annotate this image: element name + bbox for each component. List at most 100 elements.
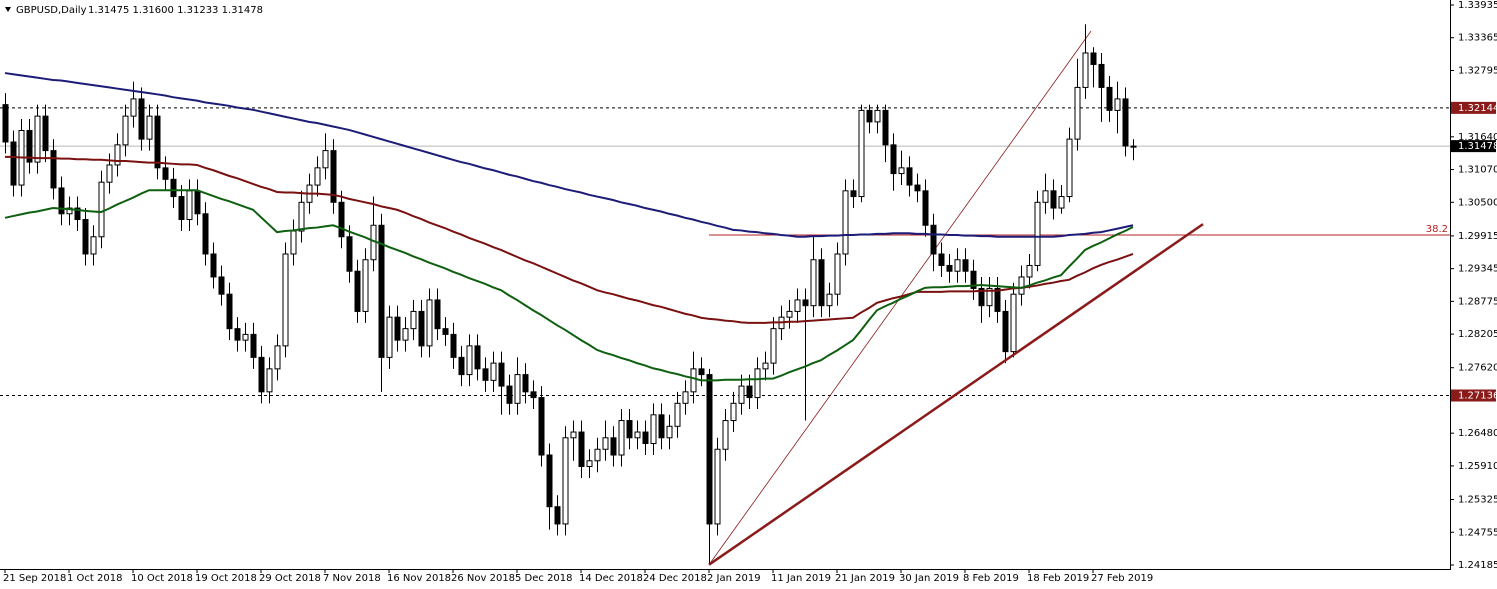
candle-body [802, 299, 809, 307]
y-tick-label: 1.33935 [1458, 0, 1497, 11]
candle-body [282, 253, 289, 347]
quote: 1.31475 1.31600 1.31233 1.31478 [88, 5, 263, 16]
candle-body [202, 213, 209, 255]
candle-body [882, 109, 889, 146]
candle-body [258, 356, 265, 393]
candle-body [330, 150, 337, 203]
candle-body [898, 167, 905, 175]
candle-body [586, 460, 593, 467]
y-tick-label: 1.25910 [1458, 461, 1497, 472]
candle-body [1058, 196, 1065, 209]
x-tick-label: 21 Sep 2018 [3, 573, 66, 584]
x-tick-label: 21 Jan 2019 [835, 573, 895, 584]
candle-body [842, 190, 849, 255]
candle-body [690, 368, 697, 393]
candle-body [50, 150, 57, 189]
y-tick-label: 1.29345 [1458, 264, 1497, 275]
candle-body [730, 402, 737, 422]
x-tick-label: 27 Feb 2019 [1091, 573, 1153, 584]
y-tick-label: 1.28775 [1458, 296, 1497, 307]
candle-body [482, 368, 489, 381]
x-tick-label: 30 Jan 2019 [899, 573, 959, 584]
candle-body [922, 190, 929, 226]
x-tick-label: 1 Oct 2018 [67, 573, 122, 584]
x-tick-label: 7 Nov 2018 [323, 573, 381, 584]
x-tick-label: 5 Dec 2018 [515, 573, 573, 584]
x-tick-label: 2 Jan 2019 [707, 573, 761, 584]
candle-body [858, 109, 865, 198]
candle-body [602, 437, 609, 450]
candle-body [1042, 190, 1049, 203]
trendline [708, 223, 1204, 566]
candle-body [338, 201, 345, 238]
fib-diagonal [708, 30, 1092, 565]
candle-body [762, 362, 769, 370]
candle-body [978, 287, 985, 307]
candle-body [490, 362, 497, 381]
menu-arrow[interactable] [5, 7, 11, 12]
candle-body [810, 259, 817, 307]
candle-body [250, 333, 257, 358]
candle-body [826, 293, 833, 307]
candle-body [554, 506, 561, 525]
chart-title: GBPUSD,Daily [16, 5, 87, 16]
candle-body [194, 190, 201, 215]
candle-body [82, 219, 89, 255]
candle-body [706, 374, 713, 525]
candle-body [474, 345, 481, 370]
candle-body [154, 115, 161, 169]
candle-body [418, 310, 425, 347]
candle-body [1122, 98, 1129, 147]
y-tick-label: 1.28205 [1458, 329, 1497, 340]
candle-body [970, 270, 977, 289]
candle-body [450, 333, 457, 358]
candle-body [394, 316, 401, 341]
candle-body [138, 98, 145, 140]
candle-body [434, 299, 441, 330]
candle-body [242, 333, 249, 341]
candle-body [930, 224, 937, 255]
candle-body [698, 368, 705, 376]
candle-body [122, 115, 129, 146]
price-level-box [1451, 389, 1496, 402]
candle-body [562, 437, 569, 525]
candle-body [1010, 293, 1017, 353]
x-tick-label: 26 Nov 2018 [451, 573, 515, 584]
x-tick-label: 8 Feb 2019 [963, 573, 1019, 584]
candle-body [314, 167, 321, 186]
candle-body [362, 259, 369, 312]
price-level-box [1451, 101, 1496, 114]
candle-body [2, 104, 9, 143]
candle-body [1106, 86, 1113, 111]
candle-body [442, 328, 449, 335]
candle-body [946, 264, 953, 272]
candle-body [794, 299, 801, 312]
candle-body [650, 414, 657, 445]
candle-body [266, 368, 273, 393]
candle-body [634, 431, 641, 439]
candle-body [226, 293, 233, 330]
y-tick-label: 1.31640 [1458, 132, 1497, 143]
candle-body [274, 345, 281, 370]
candle-body [498, 362, 505, 387]
candle-body [410, 310, 417, 330]
moving-average [4, 189, 1134, 382]
x-tick-label: 24 Dec 2018 [643, 573, 707, 584]
candle-body [10, 141, 17, 186]
candle-body [354, 270, 361, 312]
x-tick-label: 11 Jan 2019 [771, 573, 831, 584]
x-tick-label: 14 Dec 2018 [579, 573, 643, 584]
y-tick-label: 1.25325 [1458, 495, 1497, 506]
candle-body [1034, 201, 1041, 266]
fib-label: 38.2 [1426, 224, 1448, 235]
y-tick-label: 1.27620 [1458, 363, 1497, 374]
y-tick-label: 1.33365 [1458, 33, 1497, 44]
candle-body [146, 115, 153, 140]
candle-body [722, 420, 729, 450]
candle-body [98, 181, 105, 238]
candle-body [290, 230, 297, 255]
y-tick-label: 1.29915 [1458, 231, 1497, 242]
candle-body [1090, 52, 1097, 65]
